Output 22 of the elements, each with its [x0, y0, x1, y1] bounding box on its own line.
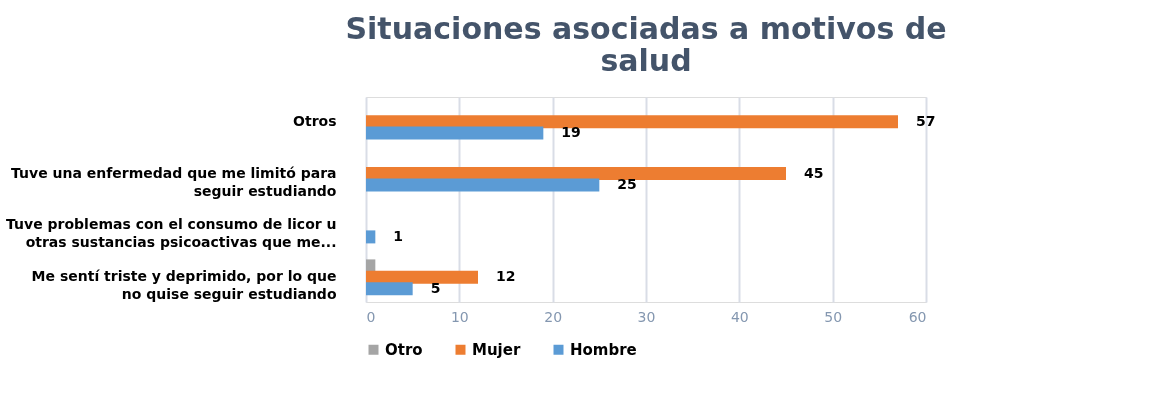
x-tick-label: 20: [544, 308, 563, 325]
y-tick-label: Tuve problemas con el consumo de licor u otras sustancias psicoactivas que me...: [6, 216, 337, 251]
data-label: 5: [430, 279, 441, 296]
x-tick-label: 10: [450, 308, 469, 325]
legend-label: Hombre: [570, 340, 637, 359]
data-label: 57: [916, 112, 936, 129]
data-label: 19: [561, 124, 581, 141]
data-label: 45: [804, 164, 824, 181]
legend-label: Mujer: [472, 340, 521, 359]
x-tick-label: 50: [824, 308, 843, 325]
x-tick-label: 40: [730, 308, 749, 325]
legend-label: Otro: [385, 340, 423, 359]
y-tick-label: Otros: [293, 112, 337, 129]
y-tick-label: Tuve una enfermedad que me limitó para seguir estudiando: [11, 164, 337, 199]
data-label: 25: [617, 176, 637, 192]
data-label: 1: [393, 227, 404, 244]
data-label: 12: [496, 268, 516, 285]
x-tick-label: 0: [366, 308, 376, 325]
y-tick-label: Me sentí triste y deprimido, por lo que no quise seguir estudiando: [31, 268, 337, 303]
chart-title: Situaciones asociadas a motivos de salud: [345, 11, 947, 78]
x-tick-label: 60: [908, 308, 927, 325]
x-tick-label: 30: [637, 308, 656, 325]
